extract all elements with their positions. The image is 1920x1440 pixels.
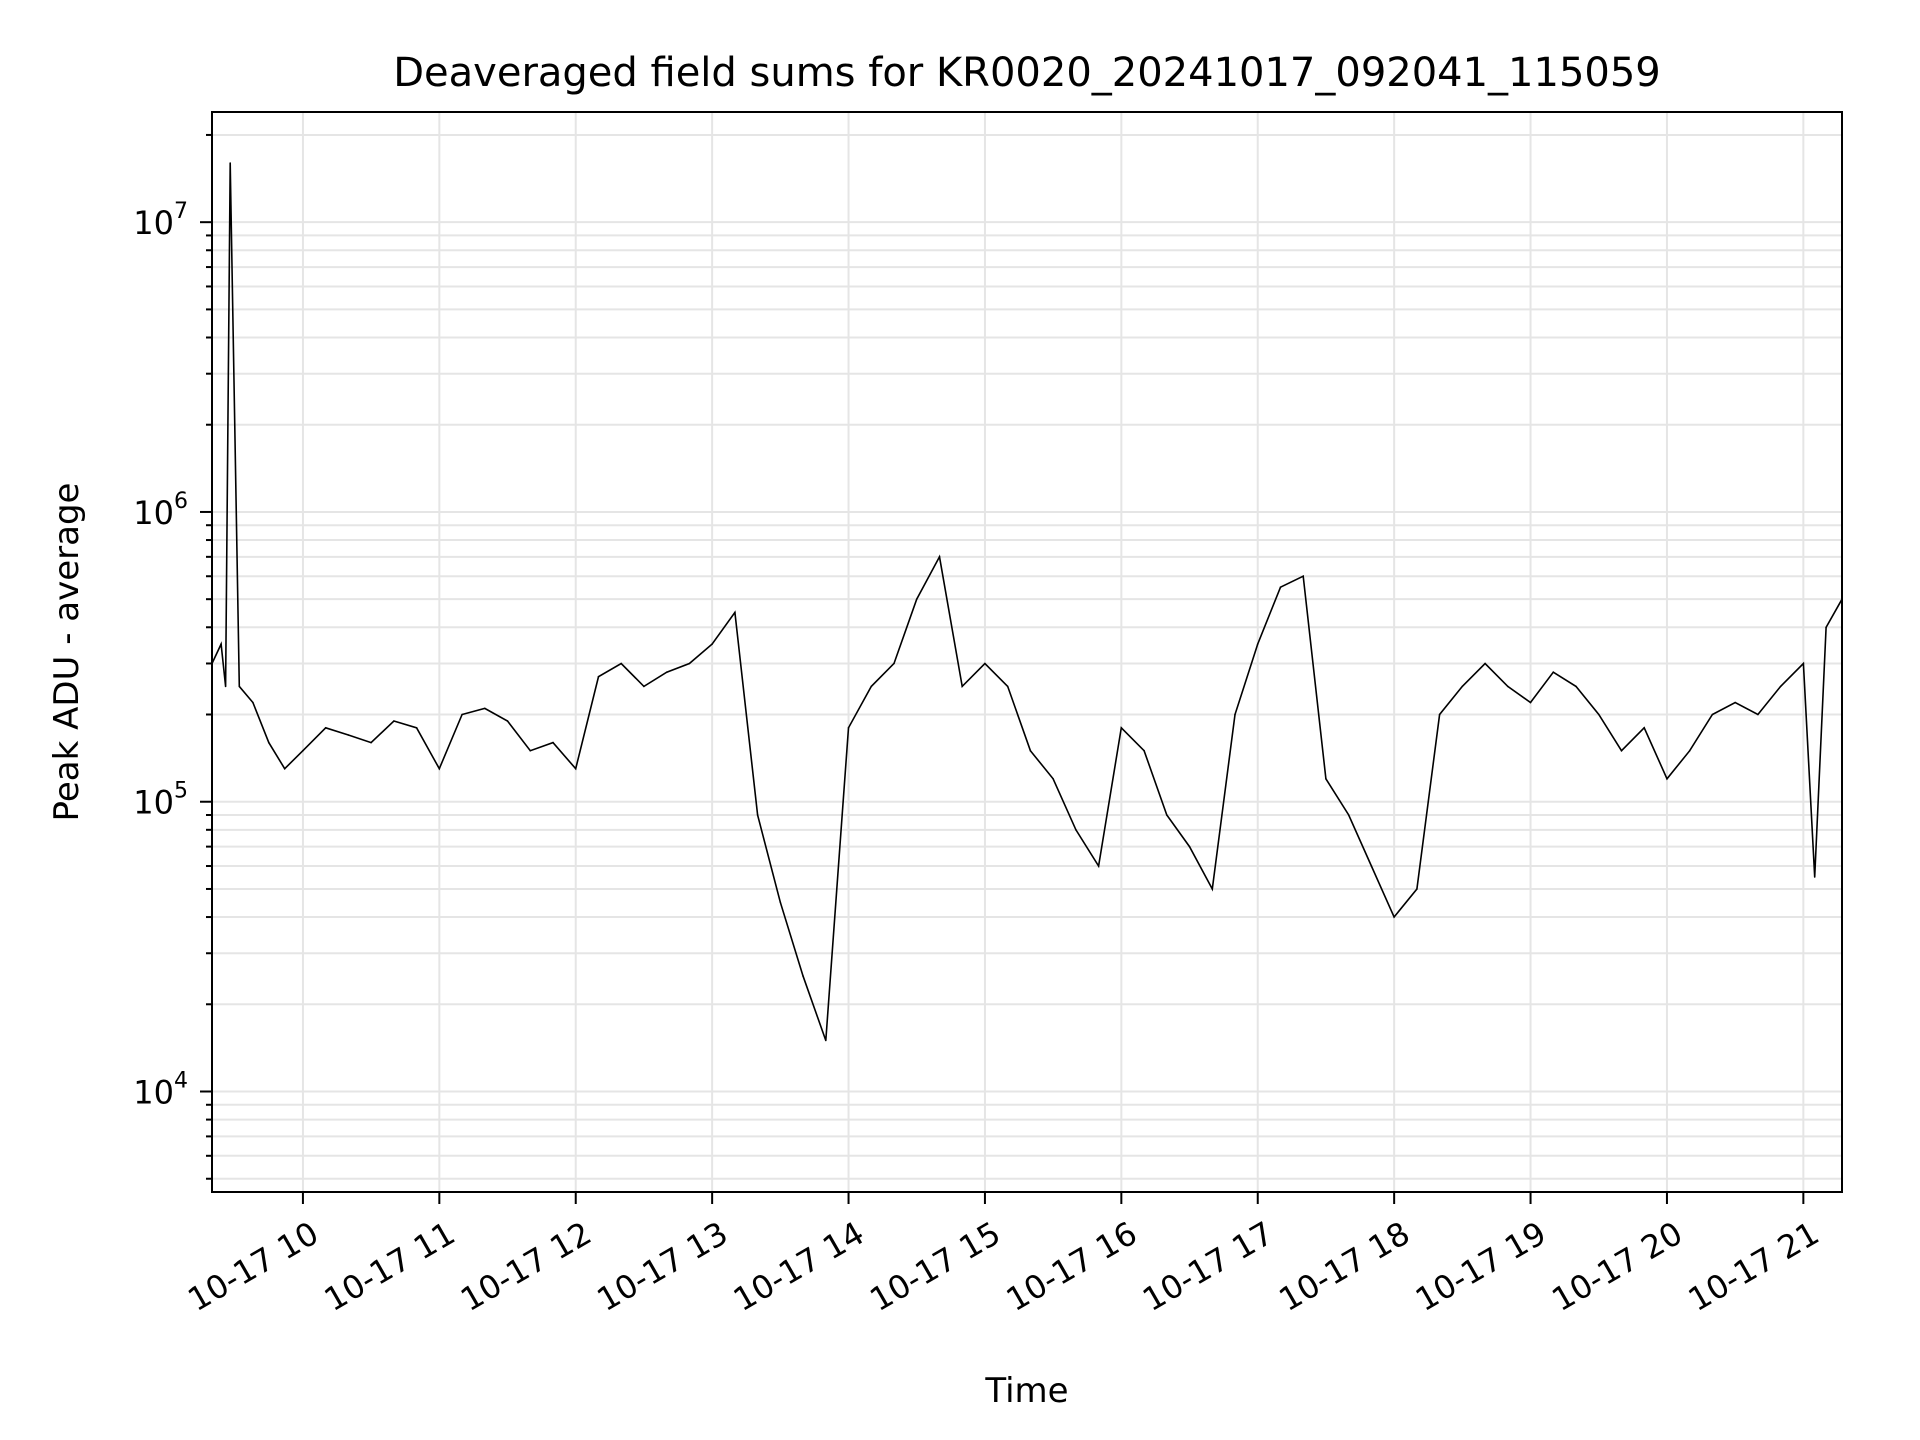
grid-lines: [212, 112, 1842, 1192]
data-point: [1711, 713, 1714, 716]
data-point: [825, 1039, 827, 1042]
data-point: [779, 901, 782, 903]
data-point: [229, 162, 231, 164]
data-point: [552, 741, 554, 744]
y-tick-exponent: 4: [174, 1069, 188, 1094]
chart-title: Deaveraged field sums for KR0020_2024101…: [393, 50, 1661, 96]
data-point: [415, 727, 418, 729]
x-axis-label: Time: [984, 1371, 1068, 1411]
data-point: [961, 685, 963, 688]
data-point: [574, 767, 577, 770]
data-series-line: [212, 162, 1842, 1041]
data-point: [1598, 713, 1600, 716]
data-point: [1325, 778, 1327, 780]
data-point: [1166, 814, 1168, 816]
data-point: [688, 662, 691, 665]
plot-frame: [211, 111, 1843, 1193]
data-point: [1666, 778, 1668, 780]
data-point: [1507, 685, 1509, 688]
data-point: [252, 701, 254, 704]
data-point: [938, 556, 941, 558]
data-point: [1302, 575, 1304, 577]
data-point: [1234, 713, 1236, 716]
data-point: [1097, 865, 1100, 867]
data-point: [529, 749, 532, 752]
data-point: [1347, 814, 1350, 816]
data-point: [1757, 713, 1759, 716]
data-point: [597, 675, 600, 678]
data-point: [1552, 671, 1555, 673]
data-point: [1279, 586, 1282, 588]
data-point: [1813, 876, 1816, 878]
data-point: [302, 749, 304, 752]
data-point: [1620, 749, 1623, 752]
y-tick-exponent: 6: [174, 489, 188, 514]
data-point: [1188, 845, 1191, 848]
data-point: [893, 662, 895, 665]
data-point: [1734, 701, 1736, 704]
data-point: [1461, 685, 1464, 688]
data-point: [1052, 778, 1054, 780]
y-tick-base: 10: [133, 204, 174, 242]
data-point: [370, 741, 372, 744]
data-point: [802, 975, 804, 977]
y-tick-base: 10: [133, 494, 174, 532]
data-point: [461, 713, 463, 716]
data-point: [1393, 916, 1395, 918]
data-point: [1143, 749, 1145, 752]
data-point: [620, 662, 622, 665]
data-point: [347, 734, 350, 736]
y-tick-label: 107: [133, 199, 188, 242]
data-point: [665, 671, 668, 673]
data-point: [393, 720, 395, 722]
y-tick-label: 105: [133, 779, 188, 822]
y-axis-label: Peak ADU - average: [47, 483, 87, 822]
data-point: [1075, 829, 1077, 831]
data-point: [484, 707, 486, 710]
data-point: [870, 685, 873, 688]
data-point: [438, 767, 441, 770]
data-point: [1779, 685, 1782, 688]
data-point: [1484, 662, 1486, 665]
data-point: [1029, 749, 1032, 752]
data-point: [1211, 888, 1214, 890]
data-point: [1438, 713, 1441, 716]
y-tick-exponent: 5: [174, 779, 188, 804]
data-point: [984, 662, 986, 665]
data-point: [1120, 727, 1123, 729]
data-point: [238, 685, 241, 688]
data-point: [1575, 685, 1577, 688]
data-point: [220, 643, 222, 645]
data-point: [1643, 727, 1645, 729]
data-point: [1529, 701, 1532, 704]
data-point: [1802, 662, 1805, 665]
data-point: [915, 598, 918, 600]
y-tick-label: 104: [133, 1069, 188, 1112]
data-point: [324, 727, 327, 729]
data-point: [268, 741, 270, 744]
data-point: [1006, 685, 1009, 688]
data-point: [847, 727, 850, 729]
data-point: [643, 685, 645, 688]
y-tick-exponent: 7: [174, 199, 188, 224]
y-tick-label: 106: [133, 489, 188, 532]
data-point: [1825, 626, 1827, 629]
y-tick-base: 10: [133, 784, 174, 822]
data-point: [1416, 888, 1418, 890]
data-point: [1688, 749, 1691, 752]
data-point: [756, 814, 759, 816]
data-point: [283, 767, 286, 770]
data-point: [1256, 643, 1259, 645]
data-point: [711, 643, 713, 645]
data-series: [212, 162, 1842, 1042]
data-point: [734, 611, 736, 614]
data-point: [224, 685, 227, 688]
data-point: [506, 720, 509, 722]
y-tick-base: 10: [133, 1074, 174, 1112]
data-point: [1370, 865, 1373, 867]
